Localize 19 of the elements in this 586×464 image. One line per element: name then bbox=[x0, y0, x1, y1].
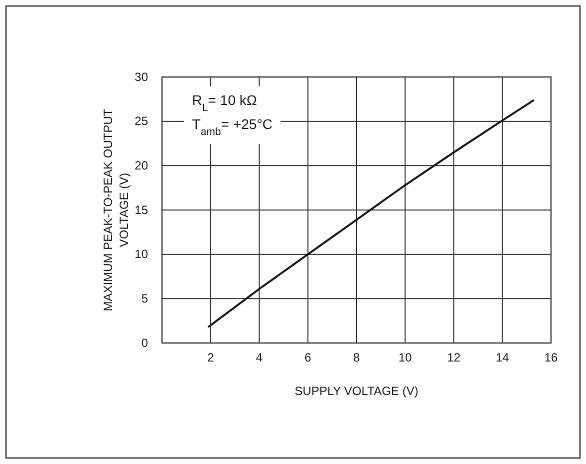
x-tick-label: 16 bbox=[544, 350, 558, 365]
x-tick-label: 2 bbox=[207, 350, 214, 365]
y-tick-label: 20 bbox=[134, 158, 148, 173]
y-tick-label: 25 bbox=[134, 114, 148, 128]
y-tick-label: 5 bbox=[141, 292, 148, 306]
x-tick-label: 6 bbox=[304, 350, 312, 365]
annotation: R$_{L}$= 10 kΩ bbox=[192, 92, 257, 114]
annotation: T$_{amb}$= +25°C bbox=[192, 116, 273, 138]
y-tick-label: 30 bbox=[134, 70, 148, 84]
x-tick-label: 8 bbox=[353, 350, 360, 365]
x-axis-title: SUPPLY VOLTAGE (V) bbox=[294, 384, 418, 398]
y-tick-label: 0 bbox=[141, 336, 148, 350]
y-axis-title: MAXIMUM PEAK-TO-PEAK OUTPUT VOLTAGE (V) bbox=[101, 108, 131, 312]
x-tick-label: 4 bbox=[256, 350, 263, 365]
x-tick-label: 14 bbox=[496, 350, 510, 365]
y-tick-label: 10 bbox=[134, 247, 148, 262]
x-tick-label: 12 bbox=[447, 350, 461, 365]
y-tick-label: 15 bbox=[134, 202, 148, 217]
x-tick-label: 10 bbox=[398, 350, 412, 365]
